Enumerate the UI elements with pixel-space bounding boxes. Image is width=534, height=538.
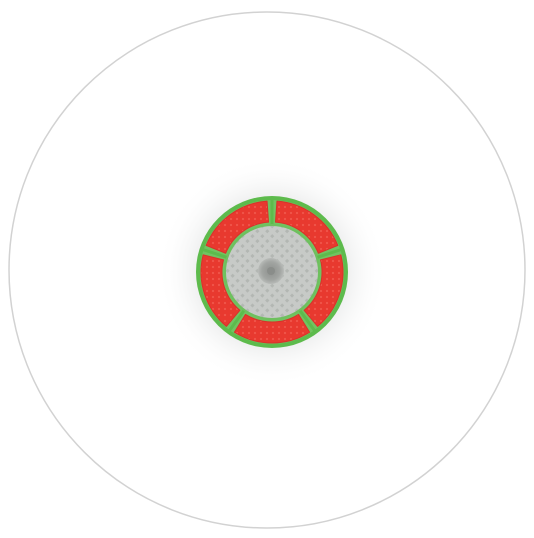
arena-boundary bbox=[8, 11, 526, 529]
ring-divider-2 bbox=[316, 247, 344, 259]
target-wheel[interactable] bbox=[196, 196, 348, 348]
dividers-group bbox=[200, 196, 344, 334]
ring-segment-1[interactable] bbox=[274, 200, 339, 254]
ring-divider-4 bbox=[227, 309, 246, 334]
core-center bbox=[267, 267, 275, 275]
ring-segment-4[interactable] bbox=[200, 254, 241, 327]
ring-divider-5 bbox=[200, 247, 228, 259]
ring-segment-2[interactable] bbox=[303, 254, 344, 327]
ring-segment-3[interactable] bbox=[233, 313, 311, 344]
segments-group bbox=[200, 200, 344, 344]
ring-segment-5[interactable] bbox=[205, 200, 270, 254]
ring-divider-3 bbox=[298, 309, 317, 334]
